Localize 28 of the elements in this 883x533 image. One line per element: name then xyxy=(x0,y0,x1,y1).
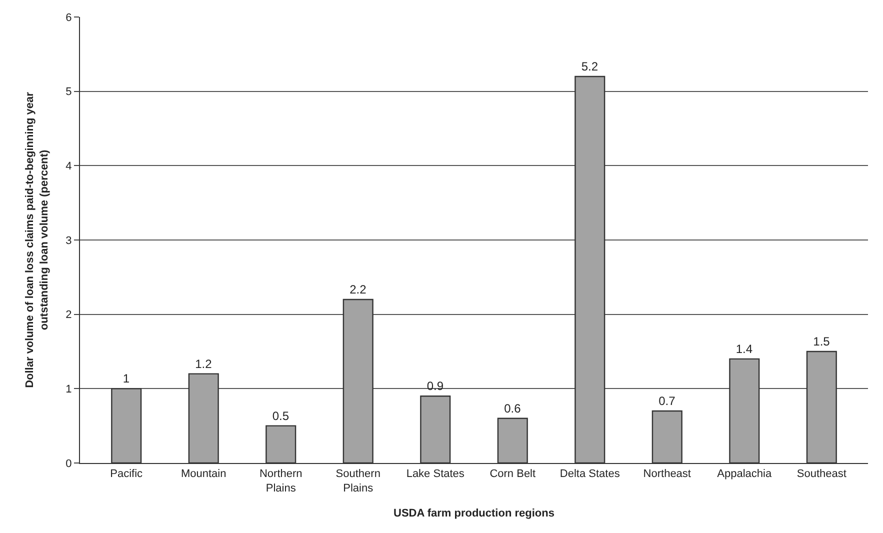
y-tick-label: 6 xyxy=(66,12,72,24)
x-tick-label: Lake States xyxy=(406,468,465,480)
data-label: 0.6 xyxy=(504,401,522,416)
y-tick-label: 3 xyxy=(66,234,72,247)
y-tick-label: 0 xyxy=(66,458,72,470)
y-tick-label: 5 xyxy=(66,86,72,98)
data-label: 1.2 xyxy=(195,356,212,371)
data-label: 2.2 xyxy=(350,282,367,296)
x-tick-label: Mountain xyxy=(180,468,226,480)
data-label: 0.5 xyxy=(272,408,290,423)
x-tick-label: Southeast xyxy=(796,468,846,480)
data-label: 0.7 xyxy=(658,394,676,408)
y-axis-title: Dollar volume of loan loss claims paid-to-beginning year outstanding loan volume (percent) xyxy=(24,91,50,388)
x-tick-label: Southern Plains xyxy=(336,468,380,494)
x-tick-label: Corn Belt xyxy=(490,468,536,480)
x-tick-label: Northern Plains xyxy=(259,468,302,494)
x-tick-label: Pacific xyxy=(110,468,144,480)
data-label: 1 xyxy=(122,372,130,386)
data-label: 1.4 xyxy=(736,342,753,356)
x-tick-label: Delta States xyxy=(560,468,620,480)
y-tick-label: 1 xyxy=(66,384,72,396)
x-axis-title: USDA farm production regions xyxy=(394,508,554,520)
y-tick-label: 2 xyxy=(66,309,72,322)
x-tick-label: Northeast xyxy=(643,468,691,480)
data-label: 5.2 xyxy=(581,59,598,74)
x-tick-label: Appalachia xyxy=(717,468,772,480)
y-tick-label: 4 xyxy=(66,160,72,173)
data-label: 1.5 xyxy=(813,334,830,348)
